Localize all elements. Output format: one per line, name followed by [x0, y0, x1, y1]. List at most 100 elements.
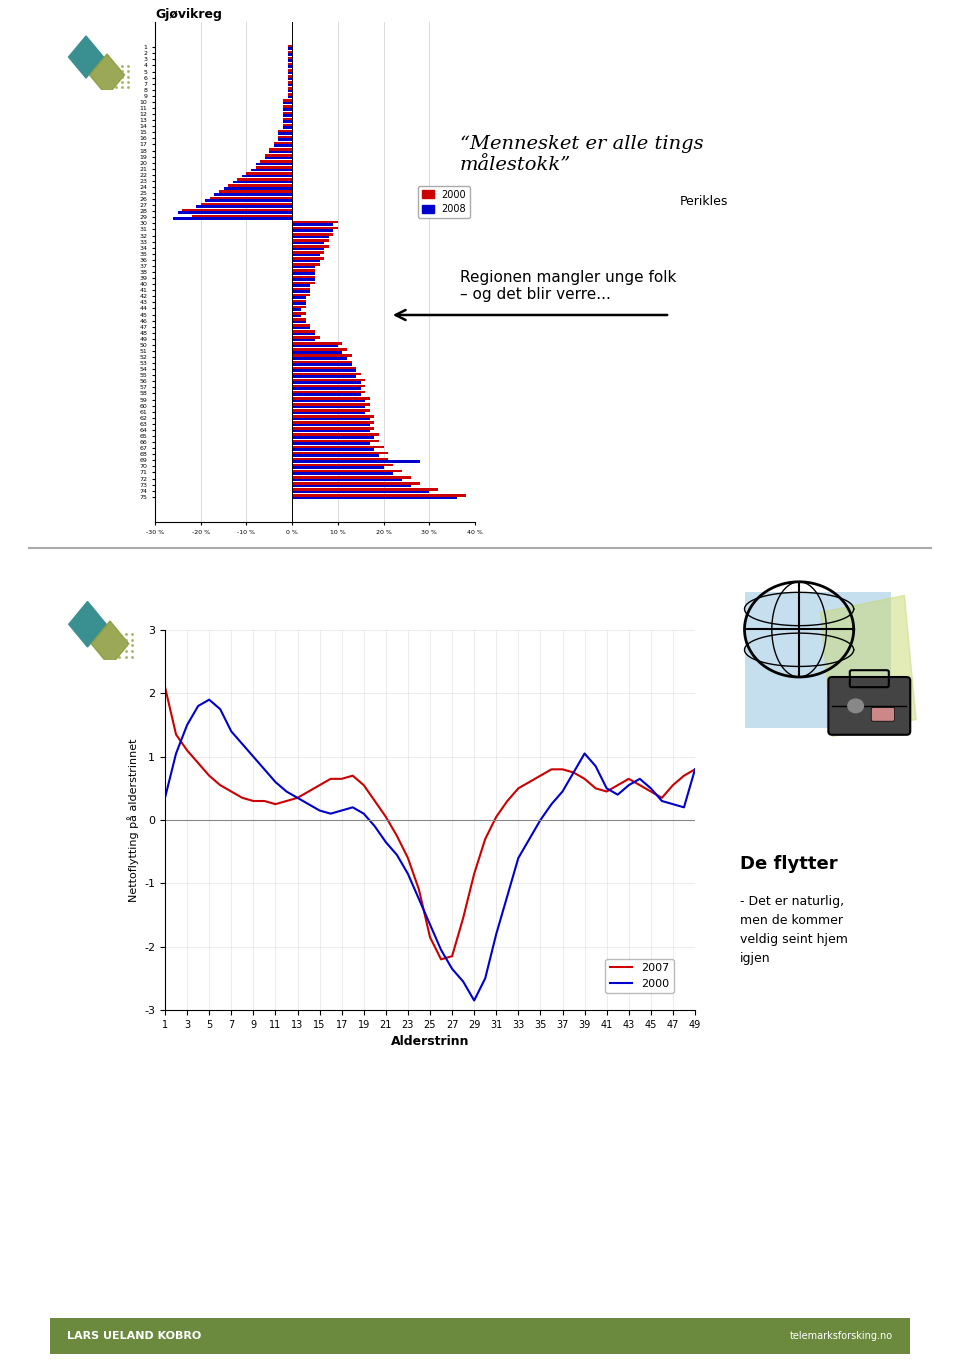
- Bar: [288, 45, 292, 48]
- 2000: [347, 800, 358, 816]
- Bar: [292, 342, 343, 344]
- 2000: [402, 865, 414, 882]
- Bar: [214, 193, 292, 195]
- 2007: [258, 793, 270, 809]
- 2007: [270, 796, 281, 812]
- 2000: [667, 796, 679, 812]
- Polygon shape: [91, 621, 129, 667]
- Line: 2007: 2007: [165, 688, 695, 960]
- Bar: [292, 232, 333, 235]
- 2000: [226, 723, 237, 740]
- 2007: [479, 831, 491, 848]
- Text: - Det er naturlig,
men de kommer
veldig seint hjem
igjen: - Det er naturlig, men de kommer veldig …: [740, 895, 848, 965]
- 2007: [501, 793, 513, 809]
- Bar: [292, 421, 374, 424]
- 2007: [667, 776, 679, 793]
- Legend: 2000, 2008: 2000, 2008: [419, 186, 470, 219]
- Circle shape: [848, 699, 863, 712]
- 2000: [689, 761, 701, 778]
- 2000: [302, 796, 314, 812]
- 2007: [248, 793, 259, 809]
- Bar: [292, 429, 370, 432]
- Bar: [292, 411, 366, 414]
- Y-axis label: Nettoflytting på alderstrinnet: Nettoflytting på alderstrinnet: [127, 738, 138, 902]
- 2000: [678, 800, 689, 816]
- 2000: [535, 812, 546, 828]
- 2007: [413, 882, 424, 898]
- Bar: [237, 178, 292, 180]
- 2000: [204, 692, 215, 708]
- Bar: [292, 242, 324, 245]
- Bar: [292, 488, 439, 491]
- FancyBboxPatch shape: [872, 708, 895, 722]
- Bar: [288, 83, 292, 86]
- Bar: [265, 157, 292, 159]
- Bar: [292, 302, 306, 305]
- 2000: [236, 735, 248, 752]
- 2007: [226, 783, 237, 800]
- Bar: [292, 442, 370, 444]
- 2007: [236, 790, 248, 807]
- Bar: [228, 185, 292, 187]
- 2000: [501, 887, 513, 904]
- 2000: [645, 781, 657, 797]
- Bar: [292, 272, 315, 275]
- 2000: [292, 790, 303, 807]
- Bar: [292, 349, 347, 351]
- Bar: [292, 254, 320, 257]
- 2007: [391, 827, 402, 843]
- 2007: [358, 776, 370, 793]
- Bar: [283, 126, 292, 128]
- 2000: [601, 781, 612, 797]
- 2000: [435, 942, 446, 958]
- 2007: [369, 793, 380, 809]
- Bar: [288, 57, 292, 59]
- Bar: [288, 87, 292, 90]
- 2007: [204, 767, 215, 783]
- Bar: [292, 436, 374, 439]
- 2007: [446, 947, 458, 964]
- Bar: [288, 81, 292, 83]
- Bar: [292, 379, 366, 381]
- Bar: [292, 264, 320, 267]
- Bar: [292, 403, 370, 406]
- 2000: [567, 764, 579, 781]
- Bar: [292, 331, 315, 332]
- 2007: [424, 930, 436, 946]
- 2007: [314, 776, 325, 793]
- Bar: [201, 202, 292, 205]
- 2000: [181, 716, 193, 733]
- Bar: [292, 409, 370, 411]
- Text: telemarksforsking.no: telemarksforsking.no: [790, 1331, 893, 1341]
- Bar: [278, 130, 292, 133]
- Bar: [292, 260, 320, 262]
- Bar: [283, 105, 292, 108]
- Bar: [292, 483, 420, 484]
- Bar: [270, 148, 292, 150]
- Bar: [292, 297, 306, 299]
- Bar: [292, 327, 310, 329]
- Bar: [292, 321, 306, 323]
- 2007: [457, 910, 468, 927]
- 2000: [192, 697, 204, 714]
- 2000: [446, 961, 458, 977]
- Bar: [292, 369, 356, 372]
- Bar: [292, 290, 310, 293]
- Bar: [288, 71, 292, 74]
- Bar: [178, 212, 292, 213]
- 2007: [523, 774, 535, 790]
- Bar: [292, 396, 370, 399]
- 2000: [391, 846, 402, 863]
- Bar: [292, 433, 379, 436]
- Bar: [292, 381, 361, 384]
- Bar: [292, 332, 315, 335]
- Bar: [292, 324, 310, 327]
- Bar: [292, 312, 306, 314]
- Bar: [292, 235, 328, 238]
- 2007: [170, 726, 181, 742]
- 2000: [336, 802, 348, 819]
- Bar: [292, 451, 388, 454]
- FancyBboxPatch shape: [745, 592, 891, 729]
- Bar: [292, 463, 393, 466]
- 2000: [513, 850, 524, 867]
